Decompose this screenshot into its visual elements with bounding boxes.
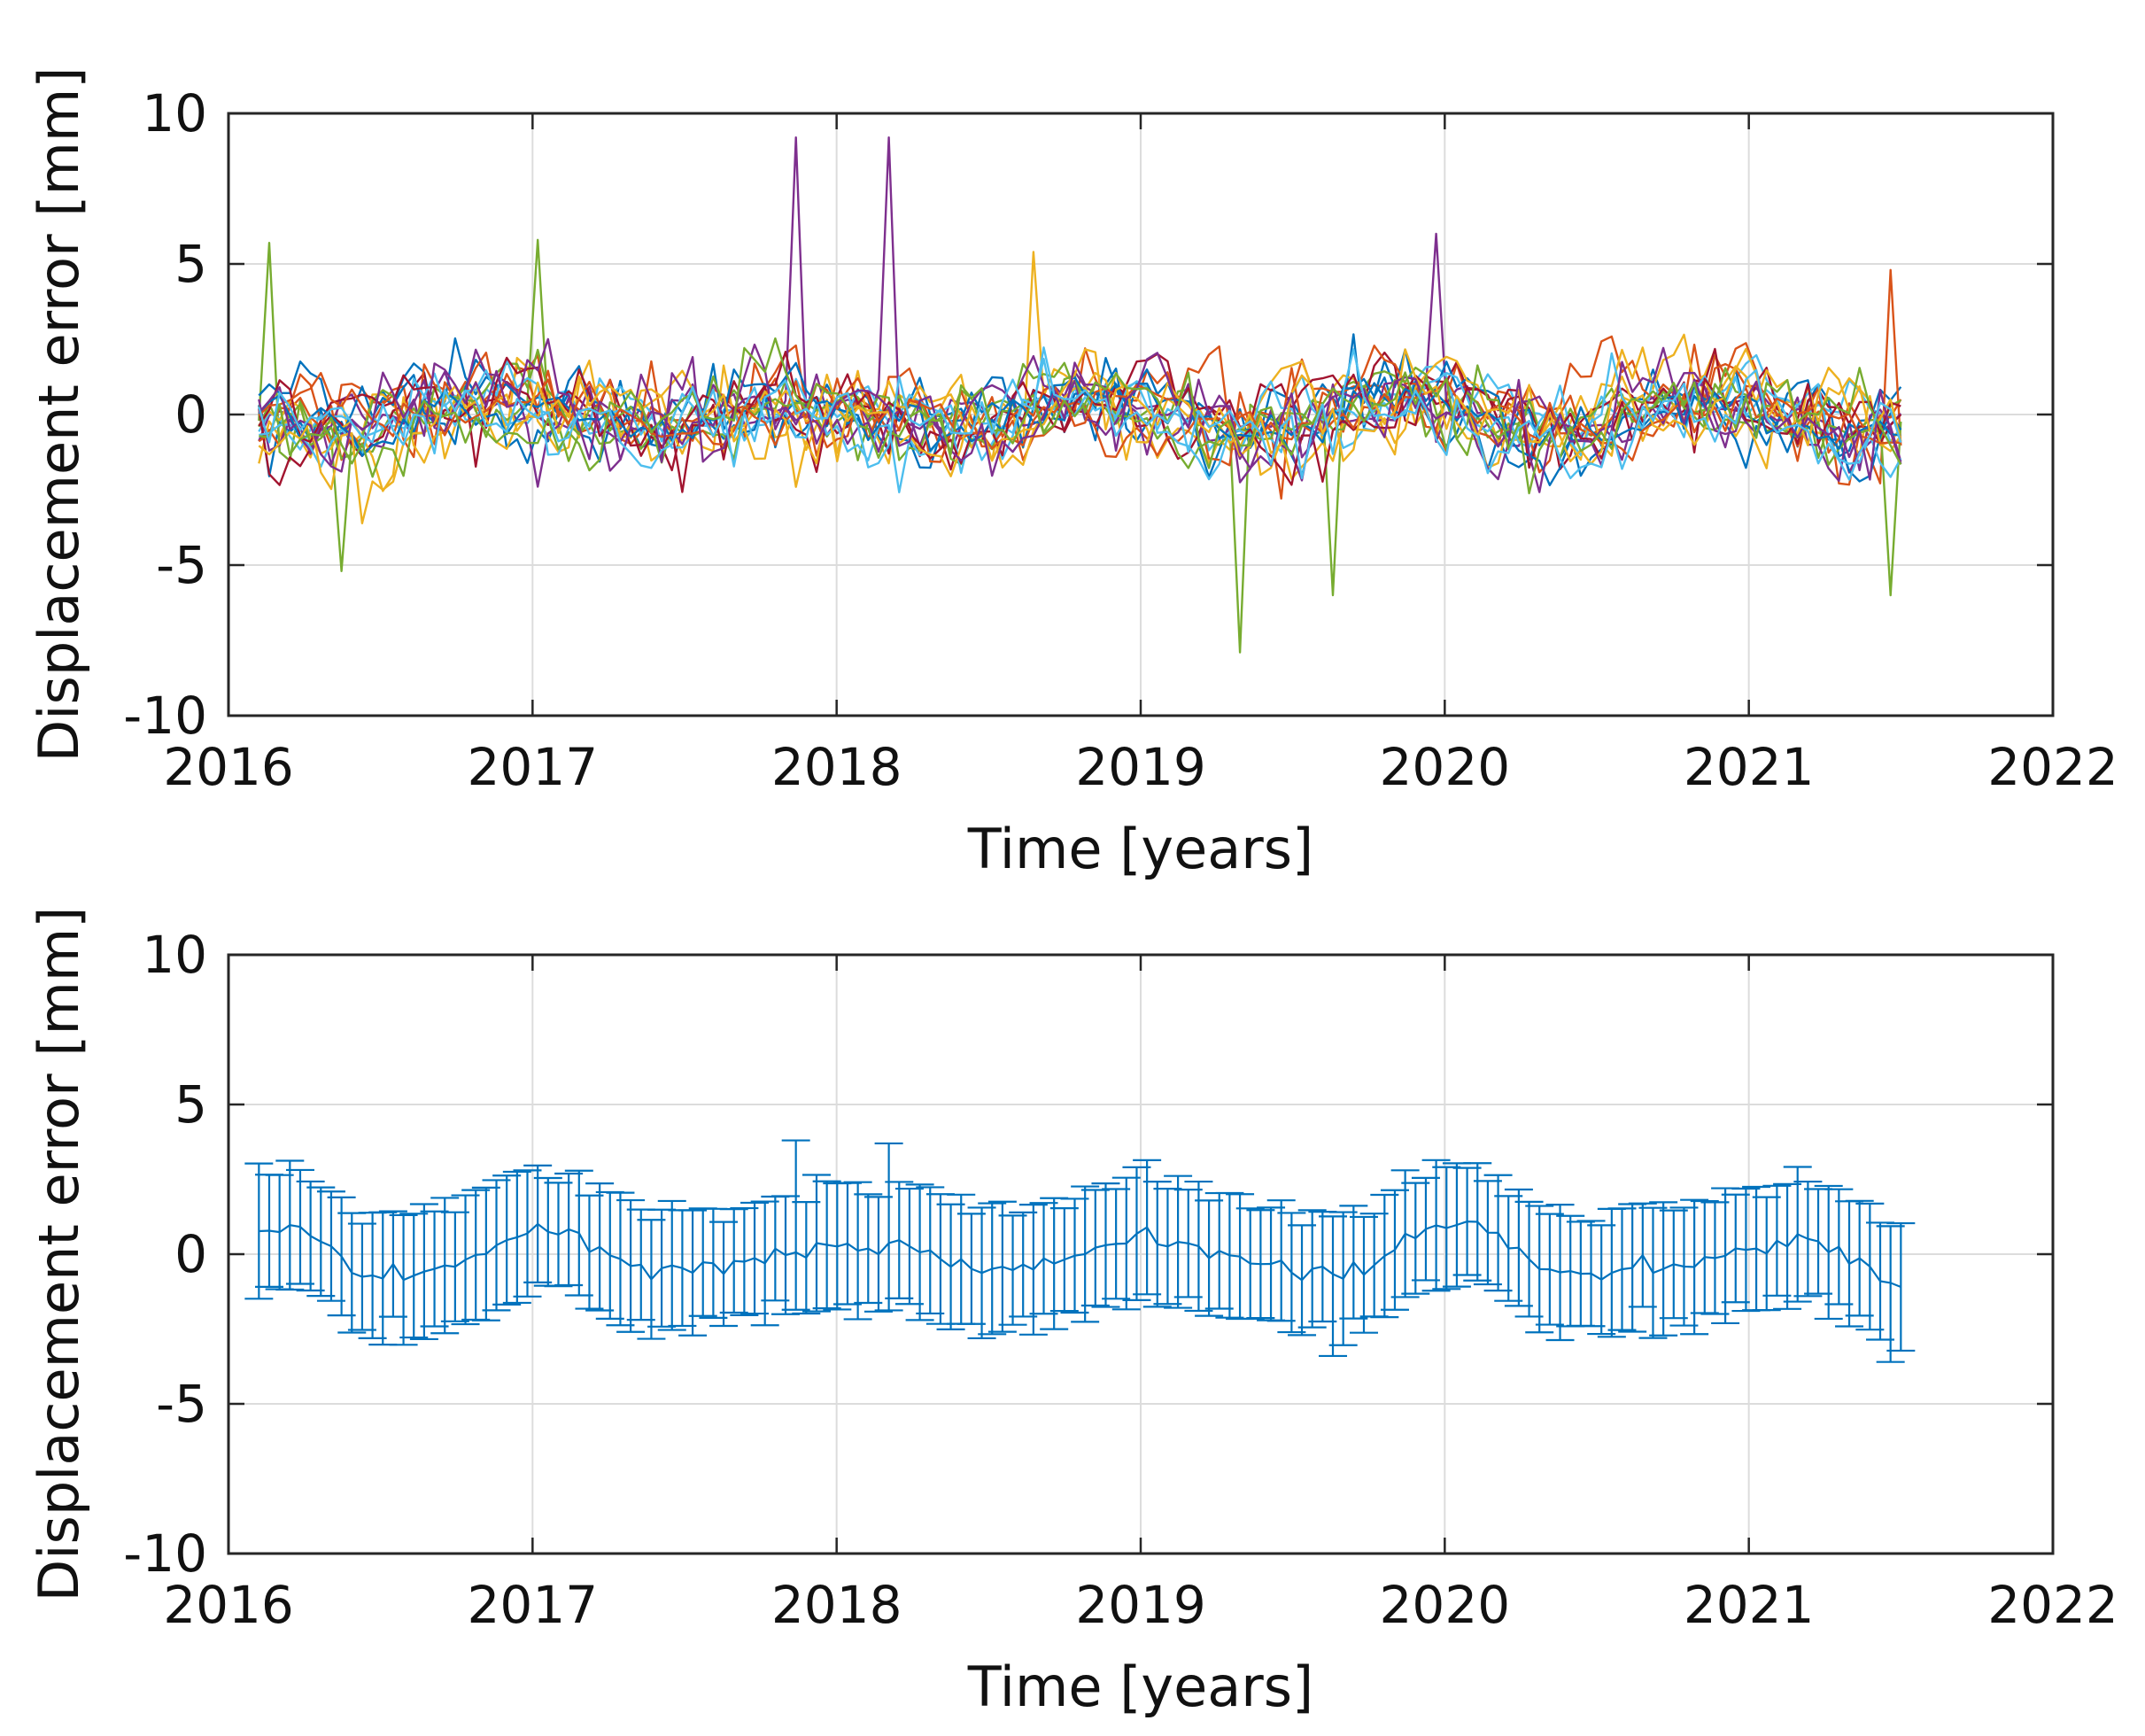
top-series-group [258, 136, 1902, 654]
errorbar [1886, 1221, 1916, 1352]
top-x-tick-label: 2020 [1380, 737, 1511, 797]
bottom-y-axis-label: Displacement error [mm] [27, 907, 91, 1602]
top-x-tick-label: 2021 [1684, 737, 1815, 797]
bottom-ytick-labels: -10 -5 0 5 10 [123, 925, 207, 1584]
bottom-ticks [227, 953, 2055, 1555]
bottom-x-tick-label: 2018 [771, 1575, 902, 1635]
bottom-y-tick-label: 10 [142, 925, 207, 985]
top-series-line-18 [258, 337, 1902, 493]
bottom-xtick-labels: 2016 2017 2018 2019 2020 2021 2022 [163, 1575, 2118, 1635]
top-x-tick-label: 2017 [468, 737, 599, 797]
bottom-y-tick-label: -10 [123, 1523, 207, 1584]
bottom-x-tick-label: 2020 [1380, 1575, 1511, 1635]
bottom-y-tick-label: -5 [156, 1374, 207, 1434]
top-panel: -10 -5 0 5 10 2016 2017 2018 2019 2020 2021 2022 T… [27, 67, 2118, 881]
bottom-x-axis-label: Time [years] [967, 1655, 1313, 1719]
bottom-x-tick-label: 2016 [163, 1575, 294, 1635]
bottom-series-group [244, 1139, 1916, 1363]
top-y-tick-label: 0 [174, 384, 207, 445]
top-series-line-14 [258, 350, 1901, 493]
bottom-y-tick-label: 5 [174, 1074, 207, 1135]
bottom-x-tick-label: 2019 [1075, 1575, 1206, 1635]
top-y-tick-label: 10 [142, 83, 207, 143]
top-y-axis-label: Displacement error [mm] [27, 67, 91, 763]
bottom-panel: -10 -5 0 5 10 2016 2017 2018 2019 2020 2021 2022 T… [27, 907, 2118, 1719]
bottom-x-tick-label: 2022 [1987, 1575, 2118, 1635]
top-xtick-labels: 2016 2017 2018 2019 2020 2021 2022 [163, 737, 2118, 797]
top-series-line-17 [258, 347, 1902, 524]
bottom-x-tick-label: 2021 [1684, 1575, 1815, 1635]
top-x-tick-label: 2019 [1075, 737, 1206, 797]
top-series-line-19 [259, 337, 1902, 495]
top-x-tick-label: 2016 [163, 737, 294, 797]
bottom-y-tick-label: 0 [174, 1224, 207, 1284]
errorbar [874, 1142, 903, 1312]
top-x-tick-label: 2022 [1987, 737, 2118, 797]
top-series-line-20 [258, 346, 1902, 481]
top-x-axis-label: Time [years] [967, 817, 1313, 881]
top-ytick-labels: -10 -5 0 5 10 [123, 83, 207, 746]
top-series-line-11 [258, 348, 1902, 488]
top-y-tick-label: 5 [174, 234, 207, 294]
top-series-line-15 [258, 361, 1901, 486]
top-ticks [227, 112, 2055, 717]
bottom-mean-line [259, 1220, 1901, 1289]
top-series-line-10 [258, 355, 1902, 492]
bottom-x-tick-label: 2017 [468, 1575, 599, 1635]
top-x-tick-label: 2018 [771, 737, 902, 797]
top-y-tick-label: -10 [123, 686, 207, 746]
top-y-tick-label: -5 [156, 535, 207, 595]
